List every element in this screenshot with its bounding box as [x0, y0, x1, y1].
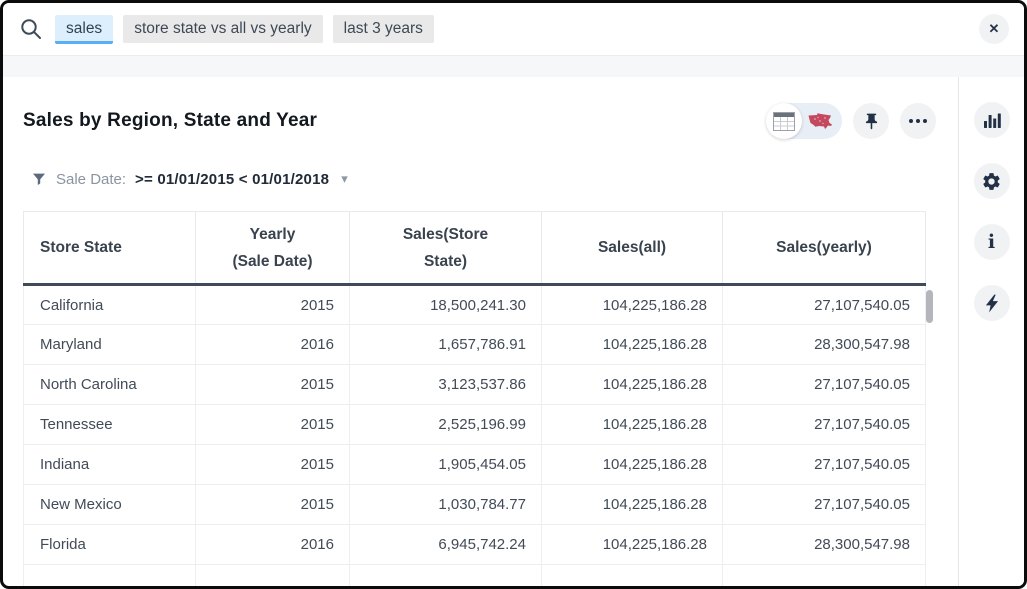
viz-toggle	[766, 103, 842, 139]
table-cell: Maryland	[23, 324, 196, 365]
table-cell: 18,500,241.30	[349, 284, 542, 325]
table-scrollbar-thumb[interactable]	[926, 290, 933, 323]
table-cell	[349, 564, 542, 586]
column-header-sales-yearly[interactable]: Sales(yearly)	[722, 211, 926, 286]
table-row-partial[interactable]	[23, 564, 926, 586]
table-cell	[23, 564, 196, 586]
search-token-sales[interactable]: sales	[55, 14, 114, 44]
table-cell: 2015	[195, 444, 350, 485]
table-cell: New Mexico	[23, 484, 196, 525]
search-icon	[19, 17, 43, 41]
table-cell: 1,905,454.05	[349, 444, 542, 485]
table-header-row: Store State Yearly (Sale Date) Sales(Sto…	[23, 211, 926, 286]
more-options-icon[interactable]	[900, 103, 936, 139]
table-row[interactable]: California 2015 18,500,241.30 104,225,186.2…	[23, 284, 926, 325]
column-header-sales-all[interactable]: Sales(all)	[541, 211, 723, 286]
table-cell: 2015	[195, 484, 350, 525]
table-cell: 6,945,742.24	[349, 524, 542, 565]
results-table-wrap: Store State Yearly (Sale Date) Sales(Sto…	[23, 211, 933, 586]
table-cell: 3,123,537.86	[349, 364, 542, 405]
table-cell: 2016	[195, 324, 350, 365]
table-cell: Indiana	[23, 444, 196, 485]
table-view-icon[interactable]	[766, 103, 802, 139]
table-cell: 104,225,186.28	[541, 524, 723, 565]
close-icon[interactable]: ✕	[979, 14, 1009, 44]
column-header-sales-store-state[interactable]: Sales(Store State)	[349, 211, 542, 286]
search-token-columns[interactable]: store state vs all vs yearly	[123, 15, 323, 43]
answer-header: Sales by Region, State and Year	[23, 101, 958, 141]
table-cell: 104,225,186.28	[541, 404, 723, 445]
table-row[interactable]: North Carolina 2015 3,123,537.86 104,225,18…	[23, 364, 926, 405]
table-cell	[195, 564, 350, 586]
table-cell: 104,225,186.28	[541, 284, 723, 325]
table-cell: 1,657,786.91	[349, 324, 542, 365]
filter-row: Sale Date: >= 01/01/2015 < 01/01/2018 ▾	[23, 167, 958, 191]
table-cell: 27,107,540.05	[722, 284, 926, 325]
right-icon-rail: i	[958, 77, 1024, 586]
table-cell: 104,225,186.28	[541, 364, 723, 405]
filter-value[interactable]: >= 01/01/2015 < 01/01/2018	[135, 170, 330, 188]
info-icon[interactable]: i	[973, 224, 1010, 260]
search-bar: sales store state vs all vs yearly last …	[3, 3, 1024, 56]
table-cell: 2015	[195, 284, 350, 325]
table-cell: 1,030,784.77	[349, 484, 542, 525]
table-cell: Florida	[23, 524, 196, 565]
table-row[interactable]: Maryland 2016 1,657,786.91 104,225,186.28 28…	[23, 324, 926, 365]
table-cell: 27,107,540.05	[722, 364, 926, 405]
table-cell: 2,525,196.99	[349, 404, 542, 445]
search-token-time[interactable]: last 3 years	[332, 15, 434, 43]
chevron-down-icon[interactable]: ▾	[341, 171, 348, 186]
content-area: Sales by Region, State and Year	[3, 77, 1024, 586]
gear-icon[interactable]	[973, 163, 1010, 199]
table-row[interactable]: Tennessee 2015 2,525,196.99 104,225,186.28 2…	[23, 404, 926, 445]
column-header-yearly[interactable]: Yearly (Sale Date)	[195, 211, 350, 286]
filter-label: Sale Date:	[56, 170, 127, 188]
ellipsis-icon	[909, 119, 927, 123]
filter-funnel-icon	[31, 171, 47, 187]
table-cell: 28,300,547.98	[722, 524, 926, 565]
table-cell: 28,300,547.98	[722, 324, 926, 365]
pin-icon[interactable]	[853, 103, 889, 139]
table-cell: 2015	[195, 404, 350, 445]
table-cell: 27,107,540.05	[722, 444, 926, 485]
chart-icon[interactable]	[973, 102, 1010, 138]
table-row[interactable]: New Mexico 2015 1,030,784.77 104,225,186.28…	[23, 484, 926, 525]
lightning-icon[interactable]	[973, 285, 1010, 321]
table-cell: Tennessee	[23, 404, 196, 445]
table-cell: 104,225,186.28	[541, 444, 723, 485]
column-header-store-state[interactable]: Store State	[23, 211, 196, 286]
page-title: Sales by Region, State and Year	[23, 110, 318, 131]
table-cell: 2015	[195, 364, 350, 405]
results-table: Store State Yearly (Sale Date) Sales(Sto…	[23, 211, 926, 586]
table-cell: 27,107,540.05	[722, 404, 926, 445]
table-cell: 27,107,540.05	[722, 484, 926, 525]
table-cell: 104,225,186.28	[541, 484, 723, 525]
map-view-icon[interactable]	[802, 103, 838, 139]
answer-panel: Sales by Region, State and Year	[3, 77, 958, 586]
table-cell	[541, 564, 723, 586]
table-cell: 2016	[195, 524, 350, 565]
table-row[interactable]: Florida 2016 6,945,742.24 104,225,186.28 28,…	[23, 524, 926, 565]
table-cell	[722, 564, 926, 586]
divider-band	[3, 56, 1024, 77]
table-cell: California	[23, 284, 196, 325]
table-row[interactable]: Indiana 2015 1,905,454.05 104,225,186.28 27,…	[23, 444, 926, 485]
answer-actions	[766, 103, 936, 139]
table-cell: North Carolina	[23, 364, 196, 405]
table-cell: 104,225,186.28	[541, 324, 723, 365]
